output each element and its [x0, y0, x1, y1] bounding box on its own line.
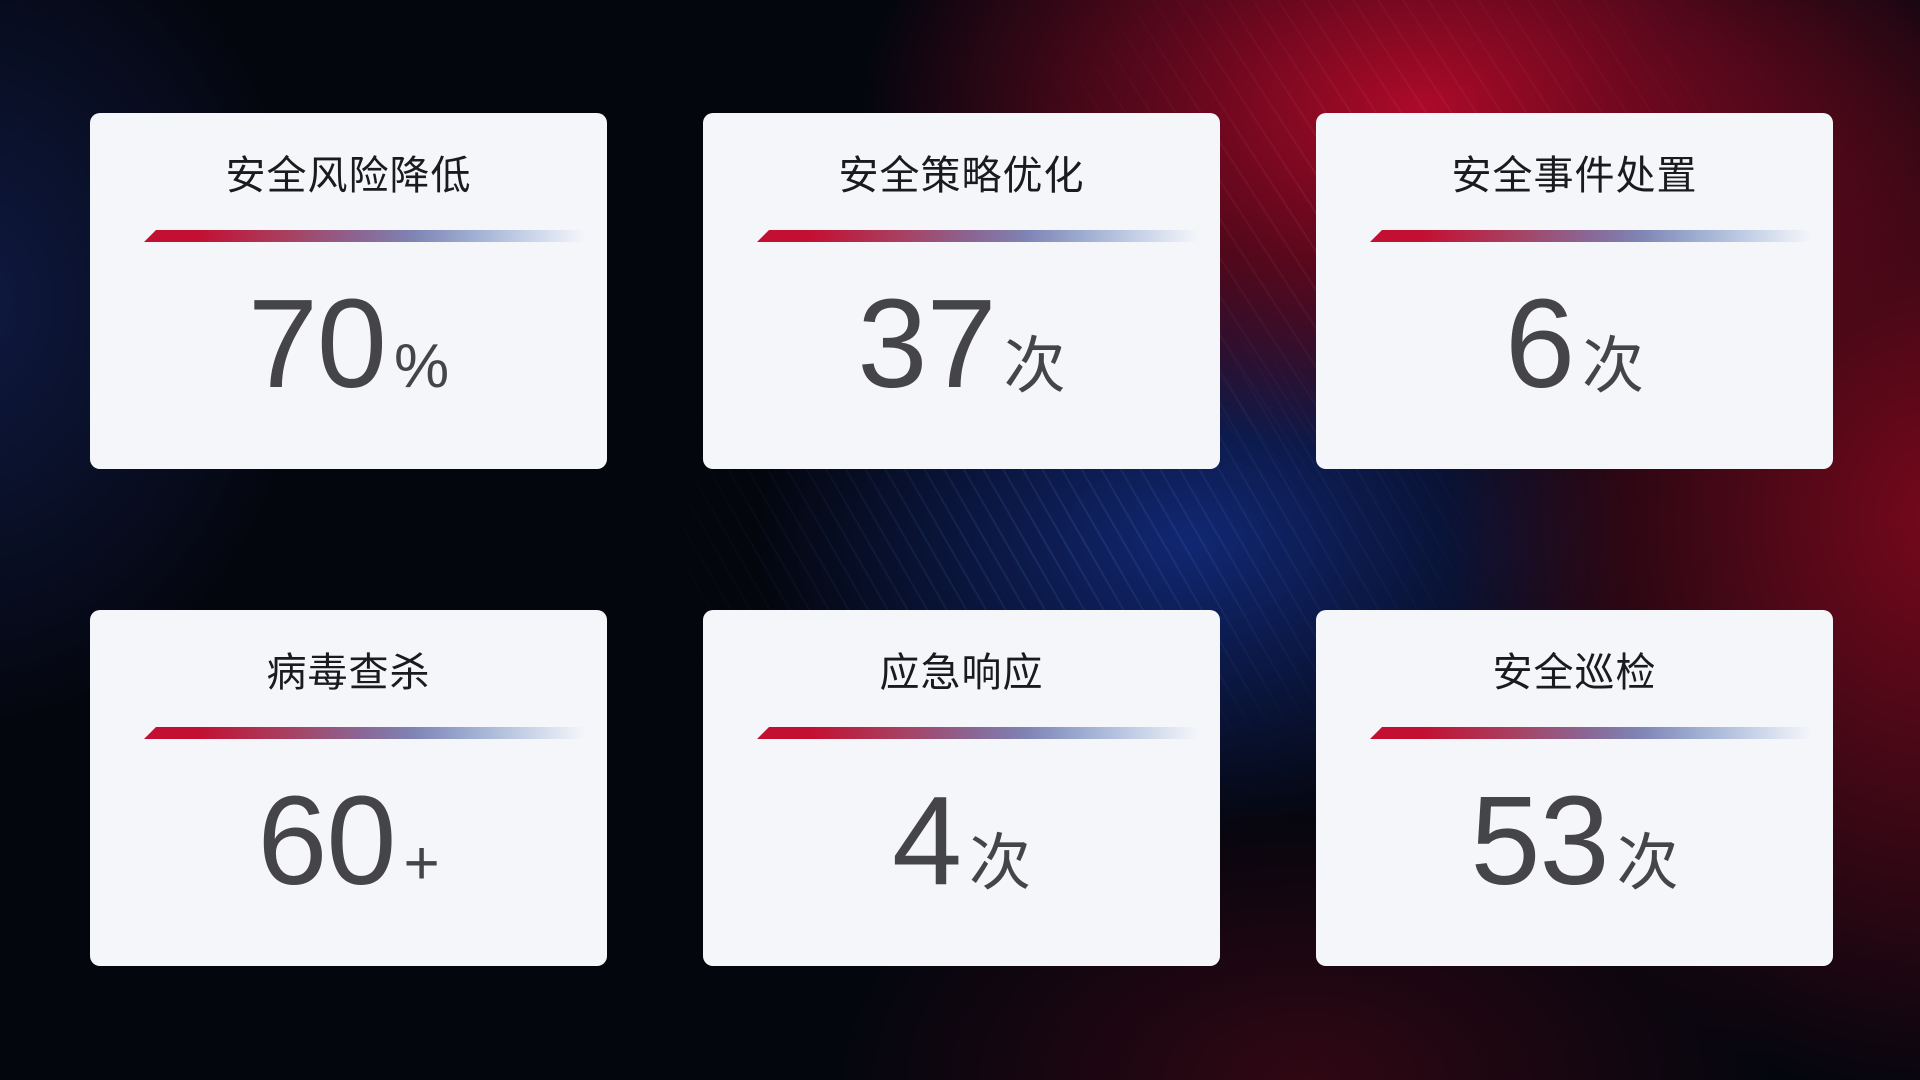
accent-divider	[144, 230, 594, 242]
card-title: 安全策略优化	[838, 154, 1085, 198]
accent-divider	[1370, 230, 1820, 242]
card-value-unit: 次	[969, 829, 1032, 898]
card-value-row: 37 次	[703, 281, 1220, 407]
card-title: 安全事件处置	[1451, 154, 1698, 198]
card-value-row: 4 次	[703, 778, 1220, 904]
card-value-unit: 次	[1003, 332, 1066, 401]
accent-divider	[757, 727, 1207, 739]
stat-card-security-inspection: 安全巡检 53 次	[1316, 610, 1833, 966]
card-value-unit: %	[394, 332, 450, 401]
card-value-row: 60 +	[90, 778, 607, 904]
card-value: 4	[891, 770, 962, 911]
stat-card-security-risk: 安全风险降低 70 %	[90, 113, 607, 469]
accent-divider	[1370, 727, 1820, 739]
stat-card-incident-handling: 安全事件处置 6 次	[1316, 113, 1833, 469]
card-value: 37	[857, 273, 996, 414]
card-value-unit: 次	[1582, 332, 1645, 401]
accent-divider	[144, 727, 594, 739]
card-value-row: 53 次	[1316, 778, 1833, 904]
stat-card-policy-optimization: 安全策略优化 37 次	[703, 113, 1220, 469]
card-title: 病毒查杀	[266, 651, 431, 695]
card-value: 53	[1470, 770, 1609, 911]
stat-card-virus-scan: 病毒查杀 60 +	[90, 610, 607, 966]
stat-card-emergency-response: 应急响应 4 次	[703, 610, 1220, 966]
card-title: 安全巡检	[1492, 651, 1657, 695]
card-value-unit: +	[403, 829, 440, 898]
stat-card-grid: 安全风险降低 70 % 安全策略优化 37 次 安全事件处置 6 次 病毒查	[90, 113, 1833, 966]
card-value: 70	[247, 273, 387, 414]
card-value-unit: 次	[1616, 829, 1679, 898]
accent-divider	[757, 230, 1207, 242]
card-title: 安全风险降低	[225, 154, 472, 198]
card-title: 应急响应	[879, 651, 1044, 695]
card-value: 6	[1504, 273, 1575, 414]
card-value-row: 6 次	[1316, 281, 1833, 407]
card-value-row: 70 %	[90, 281, 607, 407]
card-value: 60	[257, 770, 396, 911]
